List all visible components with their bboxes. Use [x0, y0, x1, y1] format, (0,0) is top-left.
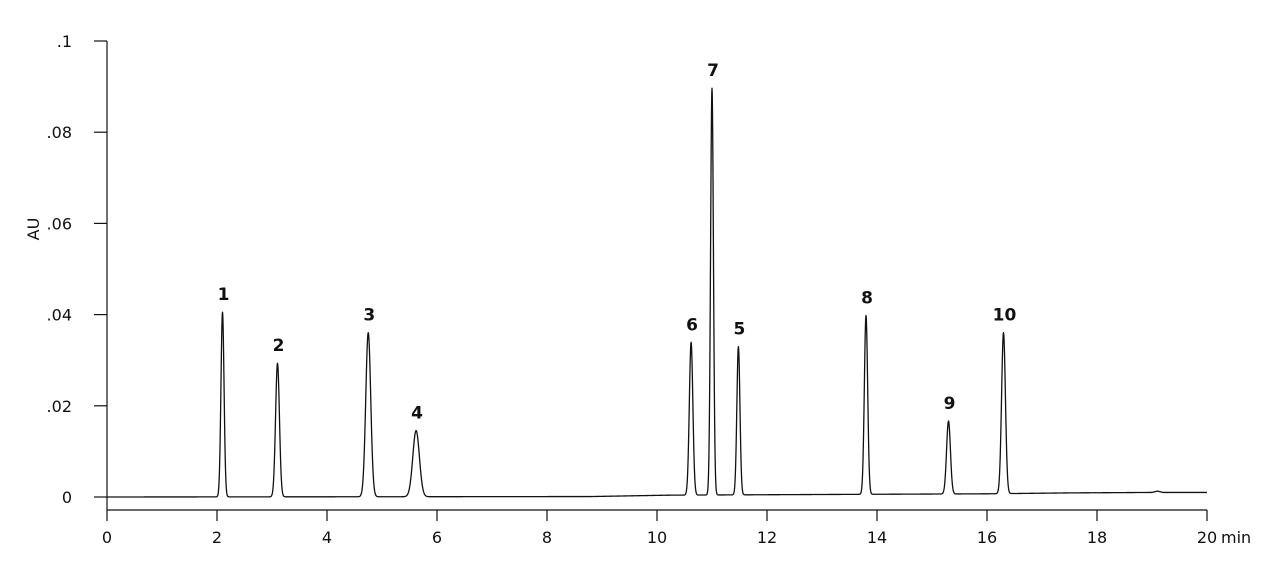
y-axis-title: AU [24, 218, 43, 241]
peak-label-5: 5 [733, 320, 745, 340]
x-tick-label: 18 [1087, 528, 1107, 547]
x-tick-label: 16 [977, 528, 997, 547]
x-tick-label: 14 [867, 528, 887, 547]
peak-label-10: 10 [993, 306, 1017, 326]
y-tick-label: .02 [47, 397, 72, 416]
y-tick-label: 0 [62, 488, 72, 507]
y-tick-label: .04 [47, 306, 72, 325]
x-tick-label: 10 [647, 528, 667, 547]
peak-label-6: 6 [686, 315, 698, 335]
x-tick-label: 12 [757, 528, 777, 547]
peak-label-8: 8 [861, 289, 873, 309]
peak-label-7: 7 [707, 61, 719, 81]
peak-label-9: 9 [944, 394, 956, 414]
y-tick-label: .06 [47, 214, 72, 233]
peak-label-4: 4 [411, 404, 423, 424]
peak-labels-layer: 1 2 3 4 6 7 5 8 9 10 [218, 61, 1017, 423]
y-tick-label: .1 [57, 32, 72, 51]
peak-label-2: 2 [273, 336, 285, 356]
peak-label-3: 3 [363, 306, 375, 326]
trace-layer [106, 87, 1208, 498]
chromatogram-trace [106, 87, 1208, 498]
x-tick-label: 20 [1197, 528, 1217, 547]
x-tick-label: 6 [432, 528, 442, 547]
y-tick-label: .08 [47, 123, 72, 142]
x-tick-label: 2 [212, 528, 222, 547]
x-axis-unit: min [1221, 528, 1251, 547]
x-tick-label: 0 [102, 528, 112, 547]
x-tick-label: 8 [542, 528, 552, 547]
x-tick-label: 4 [322, 528, 332, 547]
peak-label-1: 1 [218, 285, 230, 305]
